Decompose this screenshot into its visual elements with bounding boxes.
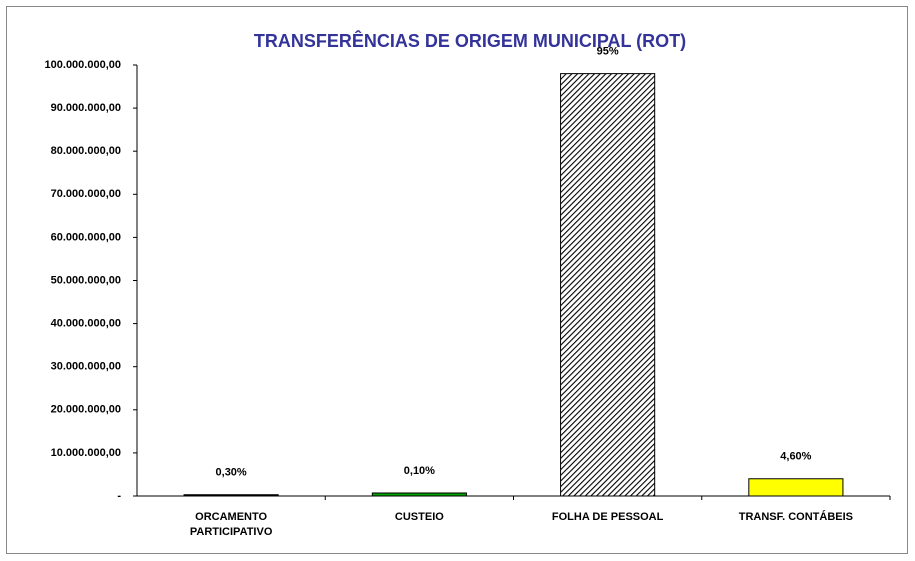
y-tick-label: 80.000.000,00: [51, 145, 121, 157]
x-tick-label: ORCAMENTO PARTICIPATIVO: [189, 511, 273, 538]
data-label: 0,10%: [404, 465, 435, 477]
y-tick-label: 10.000.000,00: [51, 447, 121, 459]
y-tick-label: 50.000.000,00: [51, 274, 121, 286]
data-label: 0,30%: [216, 467, 247, 479]
x-tick-label: FOLHA DE PESSOAL: [551, 511, 664, 523]
bar: [748, 478, 844, 497]
y-tick-label: -: [117, 490, 121, 502]
chart-frame: [6, 6, 908, 554]
chart-title: TRANSFERÊNCIAS DE ORIGEM MUNICIPAL (ROT): [254, 30, 686, 51]
y-tick-label: 20.000.000,00: [51, 404, 121, 416]
y-tick-label: 70.000.000,00: [51, 188, 121, 200]
data-label: 95%: [597, 46, 619, 58]
bar: [371, 492, 467, 497]
x-tick-label: CUSTEIO: [394, 511, 444, 523]
y-tick-label: 60.000.000,00: [51, 231, 121, 243]
bar: [183, 494, 279, 497]
data-label: 4,60%: [780, 451, 811, 463]
y-tick-label: 30.000.000,00: [51, 361, 121, 373]
y-tick-label: 90.000.000,00: [51, 102, 121, 114]
x-tick-label: TRANSF. CONTÁBEIS: [738, 511, 854, 523]
bar: [560, 73, 656, 497]
y-tick-label: 100.000.000,00: [45, 59, 121, 71]
y-tick-label: 40.000.000,00: [51, 318, 121, 330]
